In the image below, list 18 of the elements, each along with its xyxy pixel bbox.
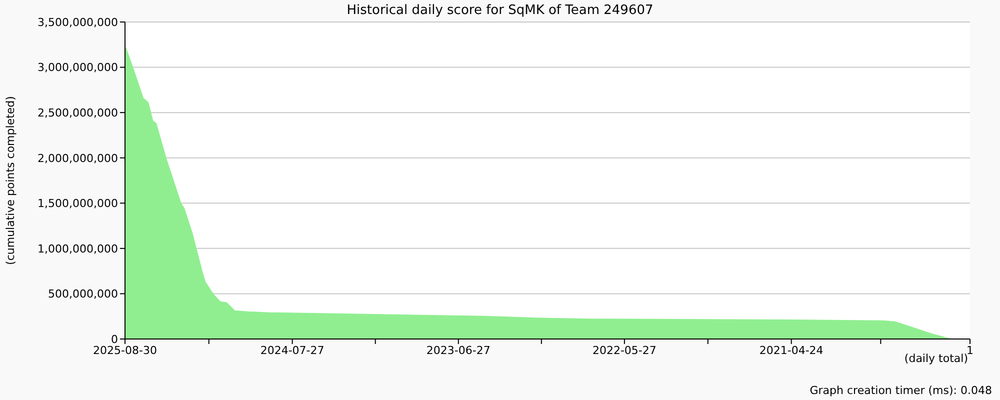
chart-title: Historical daily score for SqMK of Team 249607 bbox=[346, 3, 654, 18]
x-tick-label: 1 bbox=[966, 344, 974, 357]
y-tick-label: 1,000,000,000 bbox=[38, 242, 118, 256]
x-axis-title: (daily total) bbox=[904, 352, 968, 365]
x-tick-label: 2024-07-27 bbox=[260, 344, 324, 357]
text: Graph creation timer (ms): 0.048 bbox=[810, 384, 992, 397]
x-tick-label: 2025-08-30 bbox=[93, 344, 157, 357]
y-tick-label: 2,000,000,000 bbox=[38, 152, 118, 165]
y-tick-label: 3,000,000,000 bbox=[38, 61, 118, 74]
x-tick-label: 2023-06-27 bbox=[426, 344, 490, 357]
y-tick-label: 0 bbox=[111, 332, 118, 346]
x-tick-label: 2021-04-24 bbox=[759, 344, 824, 357]
y-tick-label: 1,500,000,000 bbox=[38, 197, 118, 210]
y-tick-label: 3,500,000,000 bbox=[38, 16, 118, 29]
y-axis-title: (cumulative points completed) bbox=[4, 96, 17, 265]
y-tick-label: 2,500,000,000 bbox=[38, 106, 118, 120]
x-tick-label: 2022-05-27 bbox=[592, 344, 656, 357]
y-tick-label: 500,000,000 bbox=[48, 288, 118, 301]
